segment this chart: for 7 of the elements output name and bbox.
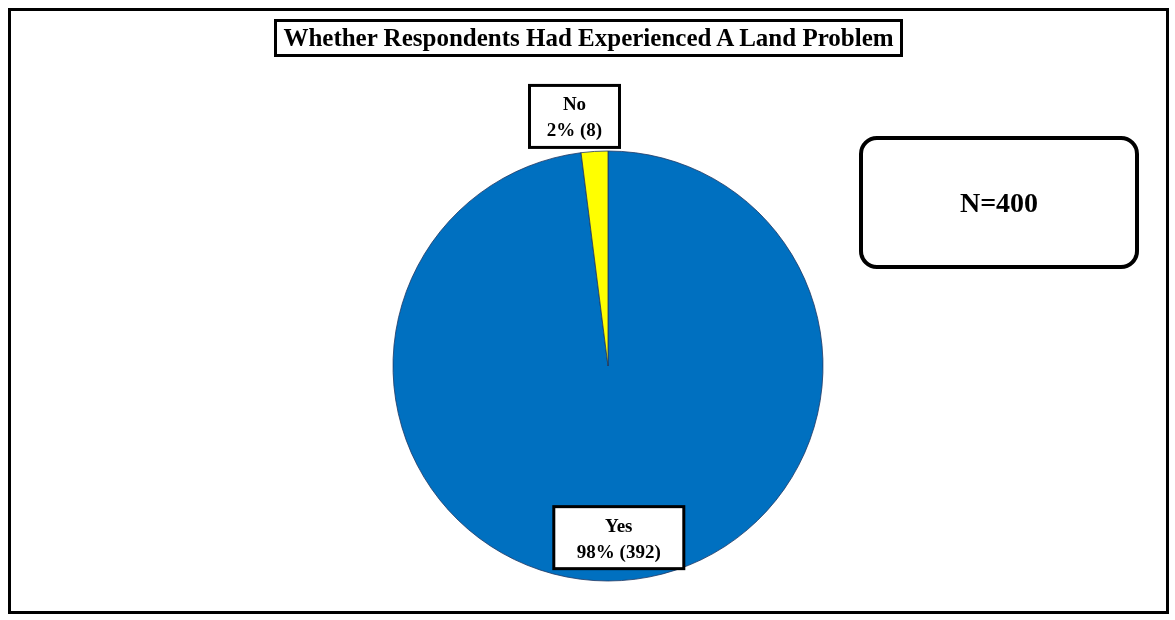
- slice-label: No: [562, 93, 587, 115]
- note-box: N=400: [859, 136, 1139, 269]
- data-label: 98% (392): [576, 540, 661, 563]
- chart-title: Whether Respondents Had Experienced A Land Problem: [274, 19, 903, 57]
- data-label: 2% (8): [546, 119, 603, 142]
- pie-slice: [392, 150, 824, 581]
- slice-label: Yes: [605, 514, 633, 536]
